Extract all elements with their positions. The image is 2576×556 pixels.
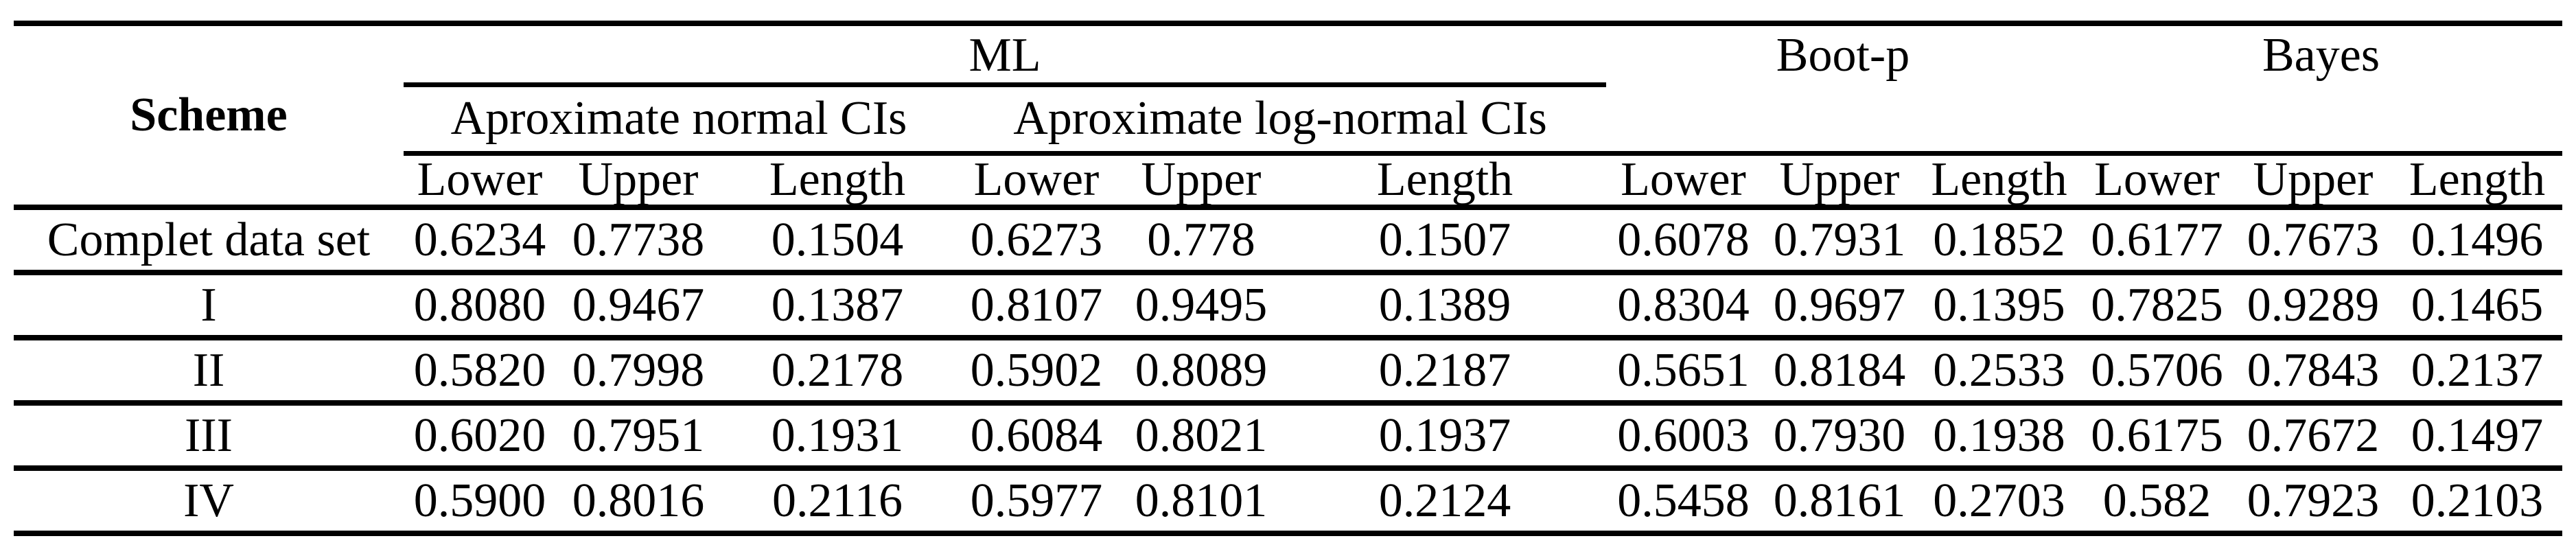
table-cell: 0.1931 xyxy=(721,403,954,468)
table-cell: 0.6273 xyxy=(954,207,1119,273)
confidence-intervals-table: Scheme ML Boot-p Bayes Aproximate normal… xyxy=(14,21,2562,536)
table-cell: 0.5977 xyxy=(954,468,1119,533)
table-row-scheme-4: IV 0.5900 0.8016 0.2116 0.5977 0.8101 0.… xyxy=(14,468,2562,533)
table-cell: 0.7930 xyxy=(1761,403,1918,468)
metric-header-ml-lognormal-upper: Upper xyxy=(1119,153,1284,207)
subgroup-header-normal-cis: Aproximate normal CIs xyxy=(404,84,954,153)
table-cell: 0.6003 xyxy=(1606,403,1761,468)
table-cell: 0.7923 xyxy=(2234,468,2392,533)
row-label: I xyxy=(14,273,404,338)
table-cell: 0.8184 xyxy=(1761,338,1918,403)
table-cell: 0.2137 xyxy=(2392,338,2562,403)
table-cell: 0.8107 xyxy=(954,273,1119,338)
table-cell: 0.8304 xyxy=(1606,273,1761,338)
table-cell: 0.9467 xyxy=(556,273,721,338)
table-cell: 0.5706 xyxy=(2080,338,2234,403)
metric-header-ml-normal-length: Length xyxy=(721,153,954,207)
table-cell: 0.2103 xyxy=(2392,468,2562,533)
table-cell: 0.1389 xyxy=(1284,273,1606,338)
table-cell: 0.7951 xyxy=(556,403,721,468)
table-cell: 0.2187 xyxy=(1284,338,1606,403)
table-cell: 0.9289 xyxy=(2234,273,2392,338)
table-cell: 0.2178 xyxy=(721,338,954,403)
metric-header-ml-lognormal-lower: Lower xyxy=(954,153,1119,207)
scheme-column-header: Scheme xyxy=(14,23,404,207)
group-header-boot-p: Boot-p xyxy=(1606,23,2080,153)
metric-header-bayes-upper: Upper xyxy=(2234,153,2392,207)
table-cell: 0.5902 xyxy=(954,338,1119,403)
table-cell: 0.1465 xyxy=(2392,273,2562,338)
row-label: II xyxy=(14,338,404,403)
subgroup-header-log-normal-cis: Aproximate log-normal CIs xyxy=(954,84,1606,153)
group-header-bayes: Bayes xyxy=(2080,23,2562,153)
table-cell: 0.7738 xyxy=(556,207,721,273)
table-cell: 0.1504 xyxy=(721,207,954,273)
table-cell: 0.2533 xyxy=(1918,338,2080,403)
metric-header-ml-lognormal-length: Length xyxy=(1284,153,1606,207)
metric-header-bootp-upper: Upper xyxy=(1761,153,1918,207)
table-cell: 0.6078 xyxy=(1606,207,1761,273)
table-cell: 0.9495 xyxy=(1119,273,1284,338)
metric-header-bootp-length: Length xyxy=(1918,153,2080,207)
table-cell: 0.8021 xyxy=(1119,403,1284,468)
table-cell: 0.1497 xyxy=(2392,403,2562,468)
table-body: Complet data set 0.6234 0.7738 0.1504 0.… xyxy=(14,207,2562,533)
table-cell: 0.5820 xyxy=(404,338,556,403)
table-cell: 0.8101 xyxy=(1119,468,1284,533)
row-label: III xyxy=(14,403,404,468)
table-cell: 0.7931 xyxy=(1761,207,1918,273)
table-cell: 0.1937 xyxy=(1284,403,1606,468)
table-cell: 0.7843 xyxy=(2234,338,2392,403)
row-label: IV xyxy=(14,468,404,533)
table-cell: 0.5651 xyxy=(1606,338,1761,403)
table-cell: 0.6175 xyxy=(2080,403,2234,468)
table-row-scheme-3: III 0.6020 0.7951 0.1931 0.6084 0.8021 0… xyxy=(14,403,2562,468)
table-cell: 0.8080 xyxy=(404,273,556,338)
table-cell: 0.2116 xyxy=(721,468,954,533)
table-cell: 0.9697 xyxy=(1761,273,1918,338)
metric-header-ml-normal-upper: Upper xyxy=(556,153,721,207)
table-cell: 0.1938 xyxy=(1918,403,2080,468)
table-cell: 0.7673 xyxy=(2234,207,2392,273)
table-cell: 0.1496 xyxy=(2392,207,2562,273)
table-cell: 0.1395 xyxy=(1918,273,2080,338)
table-cell: 0.8161 xyxy=(1761,468,1918,533)
metric-header-bootp-lower: Lower xyxy=(1606,153,1761,207)
table-header: Scheme ML Boot-p Bayes Aproximate normal… xyxy=(14,23,2562,207)
table-cell: 0.6084 xyxy=(954,403,1119,468)
table-cell: 0.6234 xyxy=(404,207,556,273)
row-label: Complet data set xyxy=(14,207,404,273)
header-row-groups: Scheme ML Boot-p Bayes xyxy=(14,23,2562,84)
table-cell: 0.6020 xyxy=(404,403,556,468)
table-cell: 0.778 xyxy=(1119,207,1284,273)
table-row-scheme-1: I 0.8080 0.9467 0.1387 0.8107 0.9495 0.1… xyxy=(14,273,2562,338)
table-cell: 0.5458 xyxy=(1606,468,1761,533)
table-cell: 0.7672 xyxy=(2234,403,2392,468)
table-row-complete-data-set: Complet data set 0.6234 0.7738 0.1504 0.… xyxy=(14,207,2562,273)
table-cell: 0.8016 xyxy=(556,468,721,533)
metric-header-bayes-lower: Lower xyxy=(2080,153,2234,207)
table-cell: 0.582 xyxy=(2080,468,2234,533)
table-cell: 0.7825 xyxy=(2080,273,2234,338)
table-cell: 0.1852 xyxy=(1918,207,2080,273)
table-cell: 0.2703 xyxy=(1918,468,2080,533)
table-cell: 0.7998 xyxy=(556,338,721,403)
table-cell: 0.2124 xyxy=(1284,468,1606,533)
table-cell: 0.1387 xyxy=(721,273,954,338)
table-cell: 0.5900 xyxy=(404,468,556,533)
table-cell: 0.1507 xyxy=(1284,207,1606,273)
metric-header-ml-normal-lower: Lower xyxy=(404,153,556,207)
metric-header-bayes-length: Length xyxy=(2392,153,2562,207)
table-cell: 0.8089 xyxy=(1119,338,1284,403)
table-row-scheme-2: II 0.5820 0.7998 0.2178 0.5902 0.8089 0.… xyxy=(14,338,2562,403)
group-header-ml: ML xyxy=(404,23,1606,84)
table-cell: 0.6177 xyxy=(2080,207,2234,273)
